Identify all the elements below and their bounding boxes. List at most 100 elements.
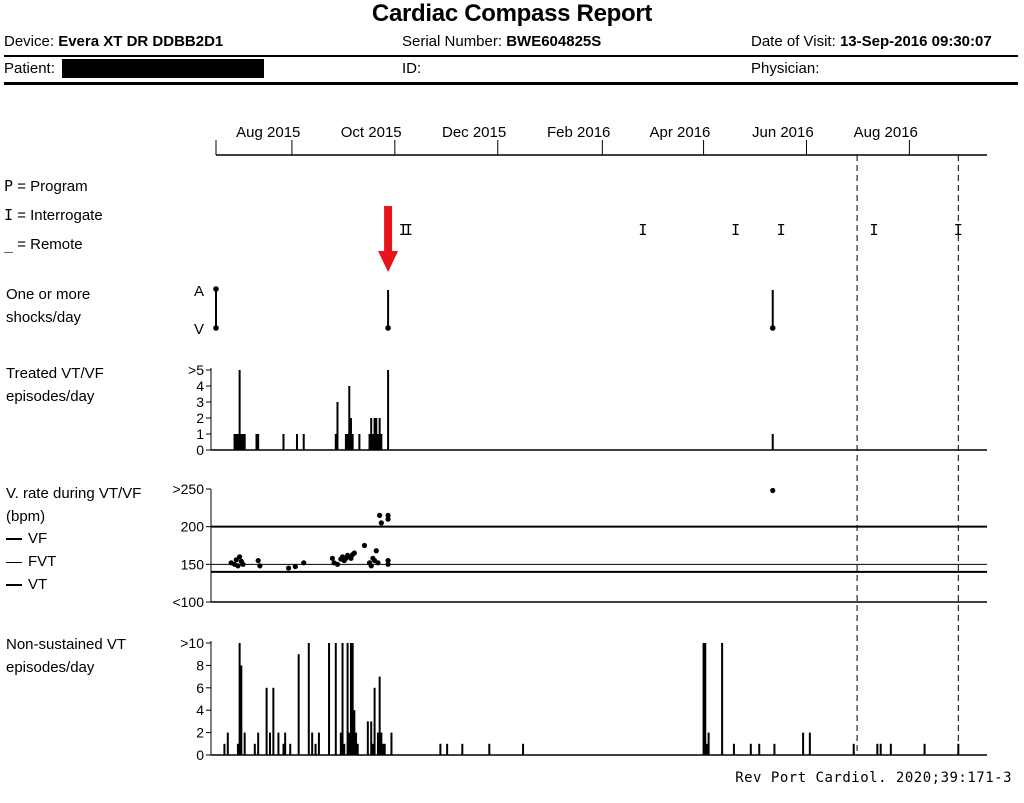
treated-y-label-4: 4	[196, 378, 204, 394]
nsvt-bar-57	[808, 732, 811, 755]
treated-bar-20	[368, 434, 371, 450]
red-arrow-head	[378, 251, 399, 272]
x-tick-label-2: Dec 2015	[442, 124, 506, 141]
treated-bar-15	[346, 434, 349, 450]
nsvt-bar-44	[461, 743, 464, 755]
rate-label-2: (bpm)	[6, 508, 46, 525]
nsvt-bar-58	[852, 743, 855, 755]
nsvt-bar-15	[297, 654, 300, 755]
rate-point-30	[375, 560, 381, 566]
treated-bar-3	[238, 370, 241, 450]
treated-label-2: episodes/day	[6, 388, 95, 405]
rate-vt-legend: VT	[6, 573, 47, 596]
nsvt-bar-46	[522, 743, 525, 755]
shock-dot-a-0	[213, 286, 219, 292]
treated-bar-4	[240, 434, 243, 450]
interrogate-symbol: I	[4, 206, 14, 224]
nsvt-bar-6	[253, 743, 256, 755]
nsvt-bar-8	[265, 687, 268, 755]
nsvt-bar-50	[707, 732, 710, 755]
nsvt-bar-30	[355, 732, 358, 755]
rate-y-label-1: 150	[181, 556, 205, 572]
interrogate-marker-5: I	[869, 221, 878, 239]
visit-label: Date of Visit:	[751, 33, 836, 50]
nsvt-bar-42	[439, 743, 442, 755]
nsvt-bar-29	[353, 710, 356, 755]
nsvt-bar-34	[371, 743, 374, 755]
device-label: Device:	[4, 33, 55, 50]
interrogate-text: = Interrogate	[17, 207, 103, 224]
nsvt-bar-37	[378, 676, 381, 755]
fvt-text: FVT	[28, 553, 57, 570]
nsvt-bar-0	[223, 743, 226, 755]
nsvt-label-2: episodes/day	[6, 659, 95, 676]
nsvt-bar-41	[390, 732, 393, 755]
nsvt-bar-22	[339, 732, 342, 755]
nsvt-bar-2	[236, 743, 239, 755]
treated-bar-1	[235, 434, 238, 450]
interrogate-marker-6: I	[954, 221, 963, 239]
patient-redaction	[62, 59, 264, 78]
nsvt-bar-62	[923, 743, 926, 755]
vt-line-icon	[6, 584, 22, 587]
rate-point-24	[361, 542, 368, 549]
visit-value: 13-Sep-2016 09:30:07	[839, 33, 992, 50]
treated-bar-10	[295, 434, 298, 450]
shock-dot-v-2	[769, 325, 776, 331]
rate-point-7	[255, 557, 261, 564]
treated-bar-0	[233, 434, 236, 450]
treated-y-label-0: 0	[196, 442, 204, 458]
header-rule-bottom	[4, 82, 1018, 85]
rate-point-4	[237, 554, 243, 560]
treated-bar-5	[241, 434, 244, 450]
nsvt-bar-47	[702, 643, 705, 755]
nsvt-bar-11	[277, 732, 280, 755]
treated-bar-12	[334, 434, 337, 450]
nsvt-bar-61	[889, 743, 892, 755]
nsvt-bar-38	[380, 732, 383, 755]
program-text: = Program	[17, 178, 88, 195]
serial-value: BWE604825S	[506, 33, 602, 50]
rate-point-3	[235, 563, 241, 569]
red-arrow-shaft	[384, 206, 393, 252]
nsvt-bar-39	[382, 743, 385, 755]
interrogate-marker-2: I	[638, 221, 647, 239]
nsvt-bar-52	[732, 743, 735, 755]
rate-y-label-0: <100	[172, 594, 204, 610]
nsvt-bar-56	[802, 732, 805, 755]
nsvt-bar-5	[243, 732, 246, 755]
x-tick-label-3: Feb 2016	[547, 124, 610, 141]
nsvt-bar-40	[383, 743, 386, 755]
nsvt-bar-20	[328, 643, 331, 755]
nsvt-bar-25	[346, 643, 349, 755]
rate-point-8	[257, 563, 263, 569]
remote-text: = Remote	[17, 236, 83, 253]
rate-y-label-3: >250	[172, 481, 204, 497]
rate-point-11	[301, 560, 307, 566]
nsvt-bar-53	[749, 743, 752, 755]
shocks-a-label: A	[194, 283, 205, 300]
patient-label: Patient:	[4, 60, 55, 77]
vf-text: VF	[28, 530, 48, 547]
fvt-line-icon	[6, 561, 22, 563]
rate-point-32	[378, 520, 384, 526]
nsvt-bar-17	[311, 732, 314, 755]
serial-field: Serial Number: BWE604825S	[402, 33, 601, 50]
interrogate-marker-0: I	[399, 221, 408, 239]
shock-dot-v-1	[385, 325, 391, 331]
rate-fvt-legend: FVT	[6, 550, 56, 573]
nsvt-y-label-4: 8	[196, 657, 204, 673]
rate-point-14	[334, 561, 341, 567]
treated-bar-25	[376, 434, 379, 450]
legend-remote: _ = Remote	[4, 233, 83, 256]
shocks-label-2: shocks/day	[6, 309, 82, 326]
remote-symbol: _	[4, 235, 14, 253]
interrogate-marker-4: I	[777, 221, 786, 239]
rate-point-26	[368, 563, 374, 569]
treated-bar-29	[771, 434, 774, 450]
treated-bar-2	[236, 434, 239, 450]
nsvt-bar-33	[370, 721, 373, 755]
treated-bar-22	[371, 434, 374, 450]
rate-point-12	[329, 555, 336, 561]
